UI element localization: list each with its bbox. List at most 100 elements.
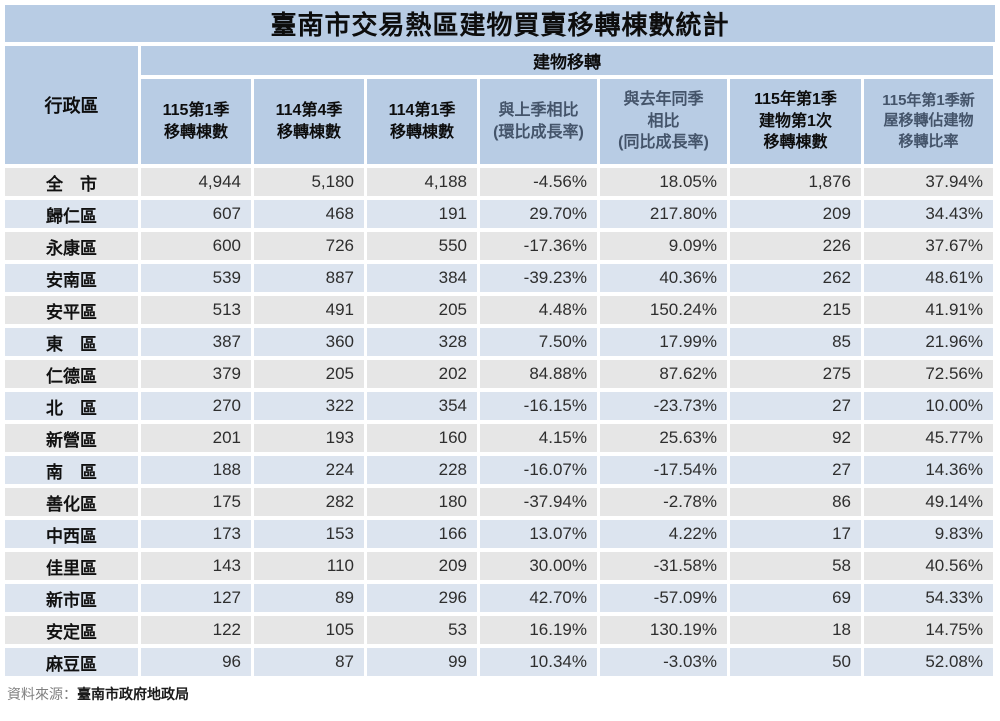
page-title: 臺南市交易熱區建物買賣移轉棟數統計 — [5, 5, 995, 42]
district-label: 東 區 — [5, 328, 138, 356]
district-label: 安平區 — [5, 296, 138, 324]
table-cell: 54.33% — [864, 584, 993, 612]
district-label: 安定區 — [5, 616, 138, 644]
table-cell: 40.36% — [600, 264, 727, 292]
column-header: 115年第1季 建物第1次 移轉棟數 — [730, 79, 861, 164]
table-cell: 4.22% — [600, 520, 727, 548]
table-cell: 328 — [367, 328, 477, 356]
table-cell: 49.14% — [864, 488, 993, 516]
table-cell: 209 — [367, 552, 477, 580]
table-cell: 468 — [254, 200, 364, 228]
table-cell: -57.09% — [600, 584, 727, 612]
district-label: 全 市 — [5, 168, 138, 196]
table-cell: 34.43% — [864, 200, 993, 228]
table-cell: 175 — [141, 488, 251, 516]
table-cell: 53 — [367, 616, 477, 644]
column-header: 115年第1季新 屋移轉佔建物 移轉比率 — [864, 79, 993, 164]
table-cell: 173 — [141, 520, 251, 548]
table-cell: 322 — [254, 392, 364, 420]
column-header: 114第1季 移轉棟數 — [367, 79, 477, 164]
district-label: 安南區 — [5, 264, 138, 292]
table-cell: 296 — [367, 584, 477, 612]
table-cell: 160 — [367, 424, 477, 452]
table-cell: 130.19% — [600, 616, 727, 644]
table-cell: 127 — [141, 584, 251, 612]
table-cell: 228 — [367, 456, 477, 484]
table-cell: 85 — [730, 328, 861, 356]
column-header: 114第4季 移轉棟數 — [254, 79, 364, 164]
table-cell: 37.94% — [864, 168, 993, 196]
table-cell: -3.03% — [600, 648, 727, 676]
district-label: 善化區 — [5, 488, 138, 516]
table-cell: 539 — [141, 264, 251, 292]
table-cell: 87.62% — [600, 360, 727, 388]
table-cell: 7.50% — [480, 328, 597, 356]
table-cell: 69 — [730, 584, 861, 612]
table-cell: 21.96% — [864, 328, 993, 356]
data-source-label: 資料來源： — [7, 686, 77, 702]
table-cell: 205 — [254, 360, 364, 388]
table-cell: 224 — [254, 456, 364, 484]
district-label: 歸仁區 — [5, 200, 138, 228]
table-cell: 17.99% — [600, 328, 727, 356]
district-label: 麻豆區 — [5, 648, 138, 676]
table-cell: 25.63% — [600, 424, 727, 452]
table-cell: 84.88% — [480, 360, 597, 388]
table-cell: -4.56% — [480, 168, 597, 196]
table-cell: 201 — [141, 424, 251, 452]
table-cell: 143 — [141, 552, 251, 580]
table-cell: 150.24% — [600, 296, 727, 324]
table-cell: 13.07% — [480, 520, 597, 548]
table-cell: -17.54% — [600, 456, 727, 484]
district-label: 永康區 — [5, 232, 138, 260]
table-cell: 180 — [367, 488, 477, 516]
district-label: 新市區 — [5, 584, 138, 612]
table-cell: 40.56% — [864, 552, 993, 580]
table-cell: 87 — [254, 648, 364, 676]
table-cell: 4.48% — [480, 296, 597, 324]
table-cell: 27 — [730, 456, 861, 484]
table-cell: -23.73% — [600, 392, 727, 420]
table-cell: 110 — [254, 552, 364, 580]
table-cell: 86 — [730, 488, 861, 516]
table-cell: 202 — [367, 360, 477, 388]
table-cell: 72.56% — [864, 360, 993, 388]
table-cell: 41.91% — [864, 296, 993, 324]
table-cell: 887 — [254, 264, 364, 292]
table-cell: 491 — [254, 296, 364, 324]
table-cell: 96 — [141, 648, 251, 676]
table-cell: -17.36% — [480, 232, 597, 260]
table-cell: 45.77% — [864, 424, 993, 452]
table-cell: 600 — [141, 232, 251, 260]
table-cell: 270 — [141, 392, 251, 420]
table-cell: 17 — [730, 520, 861, 548]
table-cell: 4,188 — [367, 168, 477, 196]
table-cell: 42.70% — [480, 584, 597, 612]
column-header: 115第1季 移轉棟數 — [141, 79, 251, 164]
table-cell: 29.70% — [480, 200, 597, 228]
district-label: 新營區 — [5, 424, 138, 452]
district-label: 北 區 — [5, 392, 138, 420]
table-cell: 27 — [730, 392, 861, 420]
table-cell: 1,876 — [730, 168, 861, 196]
district-label: 中西區 — [5, 520, 138, 548]
table-cell: 92 — [730, 424, 861, 452]
table-cell: 282 — [254, 488, 364, 516]
table-cell: -31.58% — [600, 552, 727, 580]
table-cell: -39.23% — [480, 264, 597, 292]
table-cell: 18.05% — [600, 168, 727, 196]
table-cell: 37.67% — [864, 232, 993, 260]
district-label: 佳里區 — [5, 552, 138, 580]
table-cell: 14.75% — [864, 616, 993, 644]
table-cell: 14.36% — [864, 456, 993, 484]
data-source-value: 臺南市政府地政局 — [77, 686, 189, 702]
table-cell: 10.00% — [864, 392, 993, 420]
table-cell: 122 — [141, 616, 251, 644]
table-cell: 10.34% — [480, 648, 597, 676]
column-header: 與去年同季 相比 (同比成長率) — [600, 79, 727, 164]
table-cell: 384 — [367, 264, 477, 292]
table-cell: 275 — [730, 360, 861, 388]
table-cell: -16.15% — [480, 392, 597, 420]
table-cell: 99 — [367, 648, 477, 676]
table-cell: 209 — [730, 200, 861, 228]
